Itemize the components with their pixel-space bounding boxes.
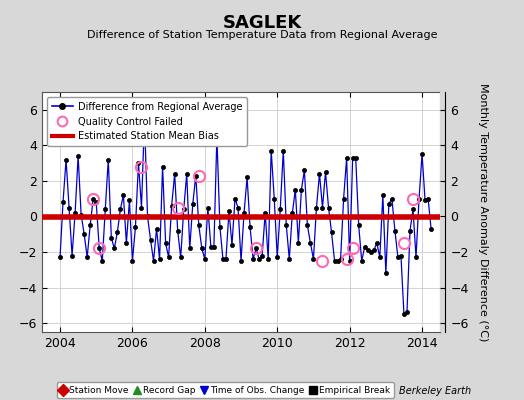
Legend: Station Move, Record Gap, Time of Obs. Change, Empirical Break: Station Move, Record Gap, Time of Obs. C… (57, 382, 394, 398)
Text: Berkeley Earth: Berkeley Earth (399, 386, 472, 396)
Text: SAGLEK: SAGLEK (222, 14, 302, 32)
Y-axis label: Monthly Temperature Anomaly Difference (°C): Monthly Temperature Anomaly Difference (… (478, 83, 488, 341)
Text: Difference of Station Temperature Data from Regional Average: Difference of Station Temperature Data f… (87, 30, 437, 40)
